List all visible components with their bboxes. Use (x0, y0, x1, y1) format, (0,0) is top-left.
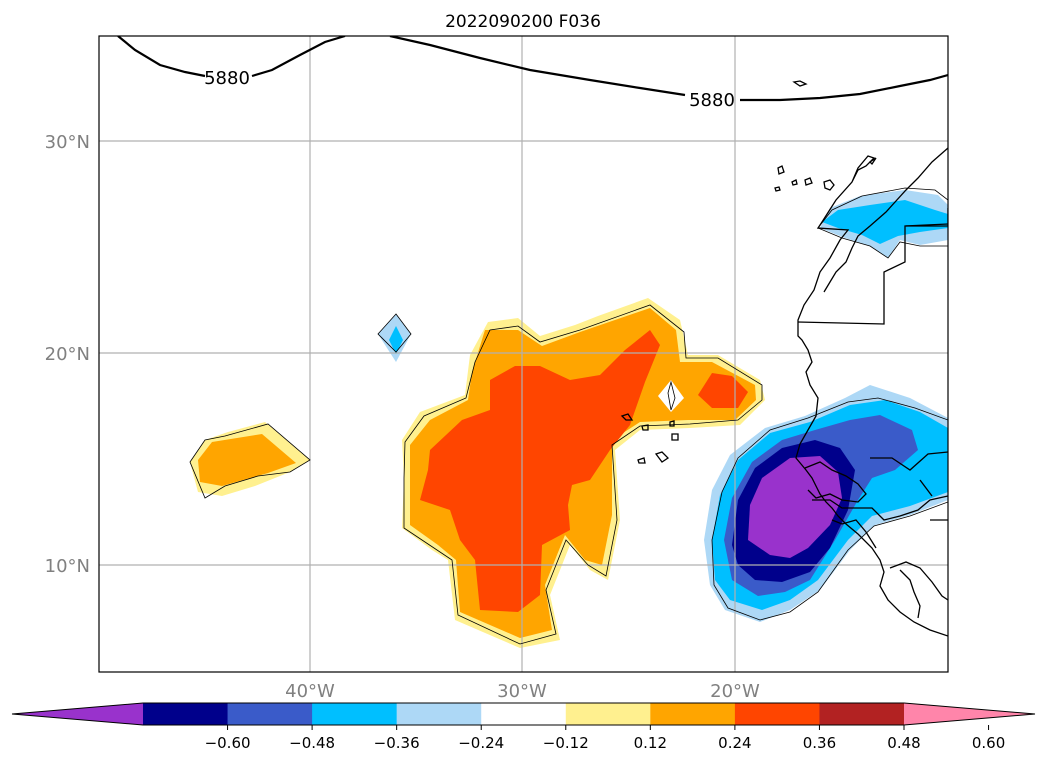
lat-label-10n: 10°N (45, 556, 90, 577)
colorbar-segment (819, 703, 905, 725)
colorbar-tick-label: 0.24 (718, 734, 751, 752)
negative-area-southeast-core (748, 456, 842, 558)
colorbar-segment (227, 703, 313, 725)
colorbar-tick-label: 0.36 (803, 734, 836, 752)
coastlines (620, 80, 948, 637)
positive-plume-pocket (658, 380, 684, 412)
colorbar-tick-label: 0.48 (887, 734, 920, 752)
positive-blob-west-mid (198, 434, 296, 486)
negative-area-northeast-core (822, 200, 948, 244)
colorbar-segment (396, 703, 482, 725)
lat-label-30n: 30°N (45, 132, 90, 153)
anomaly-field (190, 190, 948, 648)
colorbar-segment (565, 703, 651, 725)
map-frame (98, 35, 949, 673)
latitude-labels: 30°N 20°N 10°N (45, 132, 90, 577)
colorbar-extend-max (904, 703, 1035, 725)
colorbar-segment (734, 703, 820, 725)
longitude-labels: 40°W 30°W 20°W (285, 681, 760, 702)
colorbar-outline (11, 702, 1036, 726)
map-panel: 5880 5880 (98, 35, 949, 673)
lon-label-30w: 30°W (497, 681, 547, 702)
colorbar-tick-label: −0.24 (458, 734, 504, 752)
colorbar-tick-label: −0.48 (289, 734, 335, 752)
positive-plume-core (420, 330, 660, 612)
contour-label-west: 5880 (204, 68, 250, 89)
lon-label-40w: 40°W (285, 681, 335, 702)
map-title: 2022090200 F036 (445, 12, 601, 32)
colorbar-extend-min (12, 703, 143, 725)
colorbar-segment (143, 703, 229, 725)
lat-label-20n: 20°N (45, 344, 90, 365)
graticule (99, 36, 948, 672)
colorbar-tick-label: 0.60 (972, 734, 1005, 752)
colorbar-tick-label: −0.12 (543, 734, 589, 752)
contour-label-east: 5880 (689, 90, 735, 111)
lon-label-20w: 20°W (710, 681, 760, 702)
colorbar-segment (650, 703, 736, 725)
anomaly-contour-outlines (189, 187, 948, 645)
colorbar-tick-label: −0.36 (374, 734, 420, 752)
colorbar-segment (481, 703, 567, 725)
colorbar-segment (312, 703, 398, 725)
geopotential-contour (117, 36, 948, 102)
colorbar-tick-label: −0.60 (205, 734, 251, 752)
colorbar: −0.60 −0.48 −0.36 −0.24 −0.12 0.12 0.24 0.36 0.4… (11, 702, 1036, 752)
colorbar-tick-label: 0.12 (634, 734, 667, 752)
negative-dot-north-core (389, 326, 403, 354)
